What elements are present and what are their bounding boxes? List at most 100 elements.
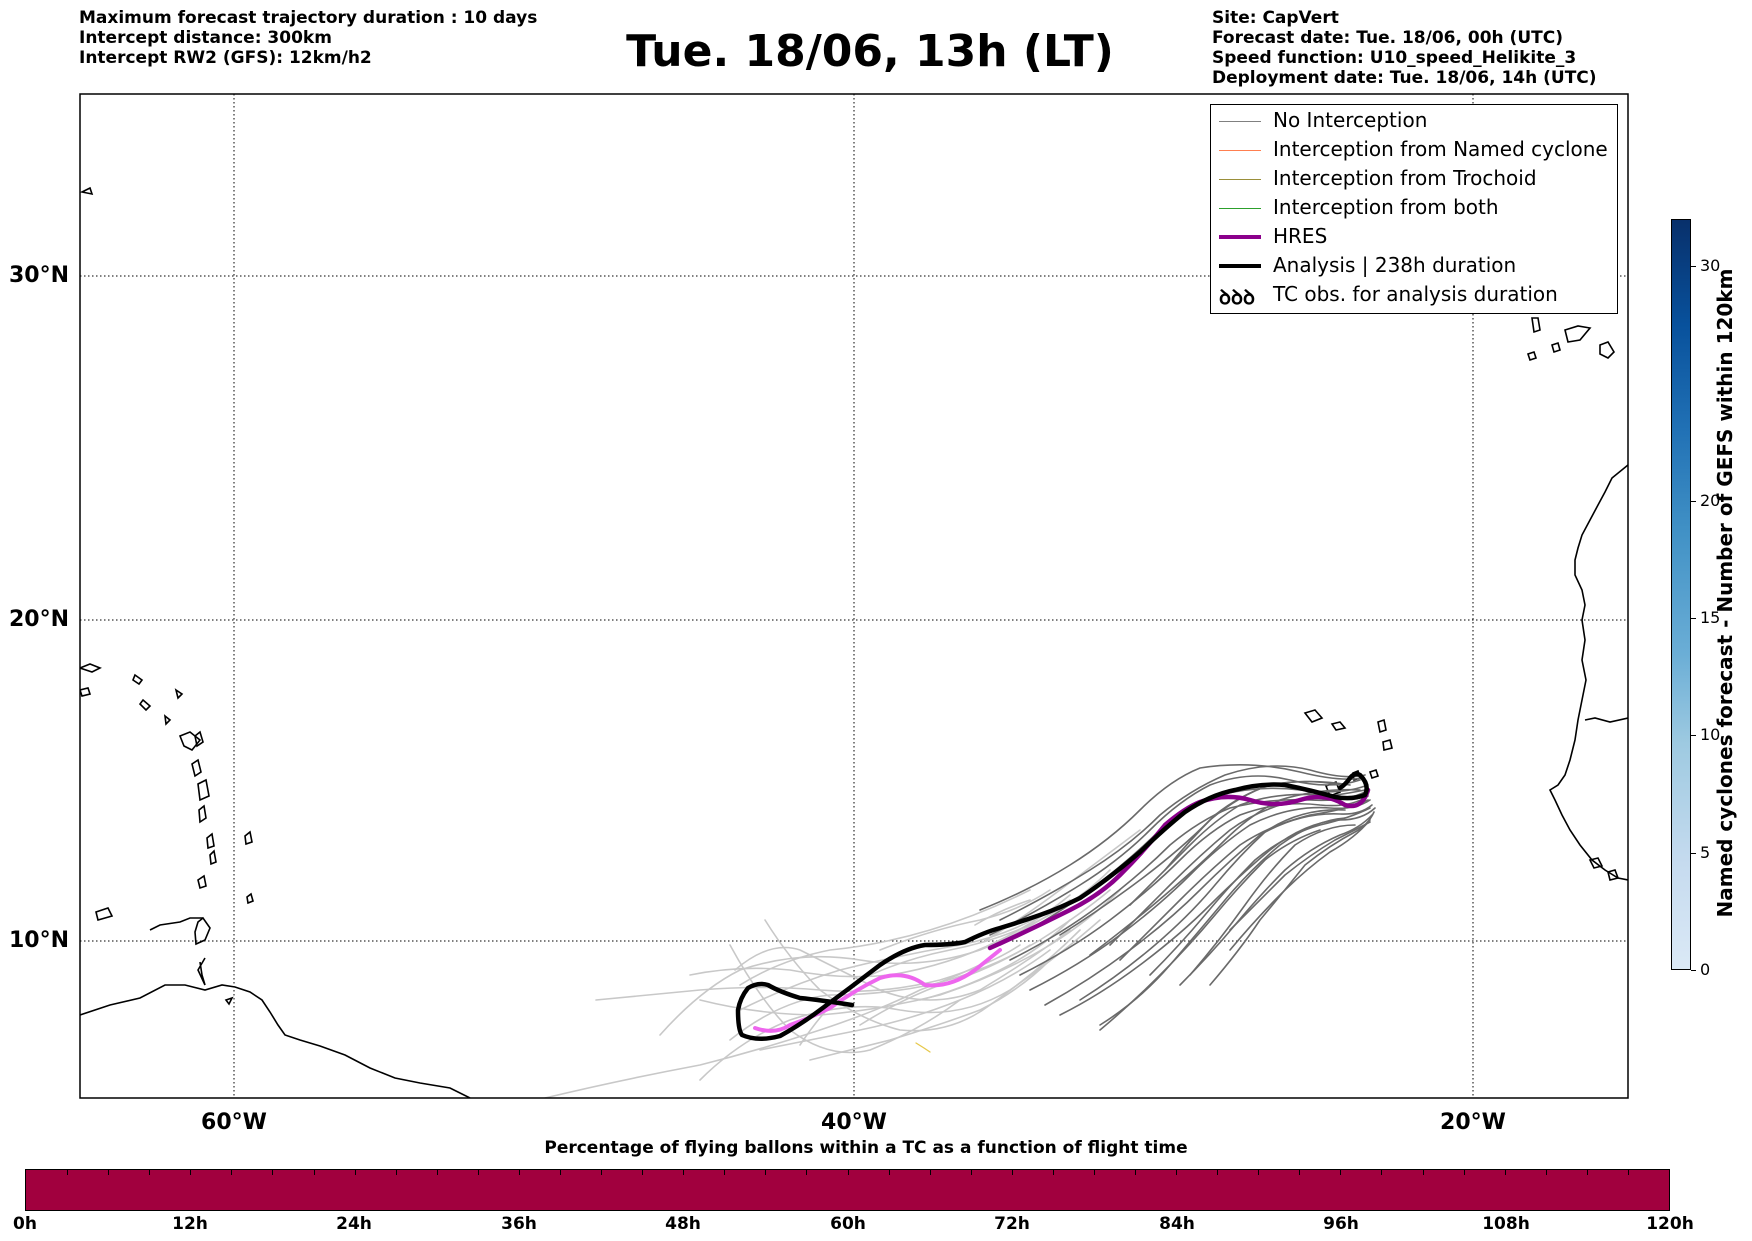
legend-label: Interception from both: [1273, 195, 1499, 219]
traj-dark-3: [1009, 791, 1366, 961]
legend-item-hres: HRES: [1211, 223, 1617, 252]
legend-item-named-cyclone: Interception from Named cyclone: [1211, 136, 1617, 165]
cb-bottom-minor-tick: [806, 1170, 808, 1175]
cb-bottom-minor-tick: [1299, 1170, 1301, 1175]
cb-bottom-minor-tick: [724, 1170, 726, 1175]
forecast-date-text: Forecast date: Tue. 18/06, 00h (UTC): [1212, 28, 1563, 48]
cb-bottom-minor-tick: [970, 1170, 972, 1175]
cb-bottom-minor-tick: [272, 1170, 274, 1175]
traj-dark-9: [1079, 809, 1346, 1001]
cb-bottom-minor-tick: [1463, 1170, 1465, 1175]
lesser-antilles-2: [191, 758, 202, 778]
cb-bottom-minor-tick: [1135, 1170, 1137, 1175]
traj-light-17: [974, 899, 1031, 926]
cb-bottom-tick-label: 0h: [13, 1214, 37, 1234]
cape-verde-6: [1368, 768, 1380, 780]
legend-item-both: Interception from both: [1211, 194, 1617, 223]
dominica-island: [244, 830, 253, 846]
cb-bottom-minor-tick: [1176, 1170, 1178, 1175]
cb-right-tick-label: 20: [1700, 490, 1721, 510]
traj-dark-14: [1149, 807, 1371, 976]
cyclone-colorbar-label: Named cyclones forecast - Number of GEFS…: [1713, 268, 1737, 918]
traj-dark-4: [1019, 795, 1369, 976]
lat-label-30: 30°N: [9, 263, 70, 288]
barbados-island: [246, 892, 254, 905]
cb-bottom-minor-tick: [1504, 1170, 1506, 1175]
west-africa-coast: [1548, 464, 1628, 881]
legend-label: Interception from Trochoid: [1273, 166, 1537, 190]
anguilla-island: [132, 673, 144, 686]
lesser-antilles-7: [197, 874, 207, 890]
traj-dark-20: [1229, 821, 1371, 931]
margarita-island: [95, 907, 114, 921]
cb-bottom-minor-tick: [1093, 1170, 1095, 1175]
coastlines: [80, 186, 1628, 1098]
cb-bottom-tick-label: 48h: [665, 1214, 701, 1234]
cb-right-tick-label: 15: [1700, 607, 1721, 627]
cb-bottom-tick-label: 108h: [1482, 1214, 1530, 1234]
cb-bottom-minor-tick: [1545, 1170, 1547, 1175]
canary-islands-3: [1599, 341, 1616, 359]
cape-verde-3: [1377, 718, 1387, 734]
cb-right-tick-label: 30: [1700, 255, 1721, 275]
cb-right-tick-mark: [1691, 852, 1696, 854]
cb-bottom-minor-tick: [231, 1170, 233, 1175]
traj-yellow: [915, 1042, 931, 1053]
site-text: Site: CapVert: [1212, 8, 1339, 28]
legend-label: TC obs. for analysis duration: [1273, 282, 1558, 306]
legend-label: Interception from Named cyclone: [1273, 137, 1608, 161]
legend-item-analysis: Analysis | 238h duration: [1211, 252, 1617, 281]
legend-label: No Interception: [1273, 108, 1428, 132]
cb-bottom-minor-tick: [929, 1170, 931, 1175]
trajectories: [544, 764, 1376, 1098]
legend-label: Analysis | 238h duration: [1273, 253, 1517, 277]
traj-light-16: [809, 959, 1051, 1061]
south-america-coast: [80, 984, 471, 1098]
traj-dark-10: [999, 765, 1366, 921]
bahamas-fragment: [80, 186, 94, 196]
site-info: Site: CapVert Forecast date: Tue. 18/06,…: [1212, 8, 1597, 88]
lesser-antilles-5: [206, 832, 215, 850]
lon-label-60: 60°W: [201, 1110, 267, 1135]
analysis-trajectory: [735, 771, 1369, 1041]
cb-bottom-minor-tick: [1258, 1170, 1260, 1175]
traj-light-6: [699, 919, 1101, 1081]
cb-bottom-minor-tick: [601, 1170, 603, 1175]
montserrat-island: [163, 714, 172, 726]
legend-line-swatch: [1219, 179, 1261, 180]
cb-bottom-tick-label: 84h: [1159, 1214, 1195, 1234]
lesser-antilles-1: [194, 730, 204, 748]
cb-bottom-minor-tick: [354, 1170, 356, 1175]
bijagos-islands: [1588, 857, 1604, 869]
cb-bottom-minor-tick: [1217, 1170, 1219, 1175]
cb-bottom-minor-tick: [847, 1170, 849, 1175]
tobago-island: [224, 996, 234, 1006]
cape-verde-4: [1382, 739, 1393, 751]
traj-light-13: [739, 889, 1031, 986]
lat-label-20: 20°N: [9, 607, 70, 632]
cb-bottom-minor-tick: [149, 1170, 151, 1175]
cb-bottom-minor-tick: [1381, 1170, 1383, 1175]
max-duration-text: Maximum forecast trajectory duration : 1…: [79, 8, 538, 28]
cb-bottom-minor-tick: [1586, 1170, 1588, 1175]
canary-islands-4: [1526, 350, 1538, 362]
cape-verde-2: [1330, 721, 1347, 731]
traj-dark-11: [979, 764, 1363, 911]
legend-line-swatch: [1219, 208, 1261, 209]
senegal-coast-detail: [1584, 717, 1628, 723]
lat-label-10: 10°N: [9, 928, 70, 953]
cb-bottom-minor-tick: [1422, 1170, 1424, 1175]
cb-bottom-minor-tick: [683, 1170, 685, 1175]
tc-percentage-colorbar: [25, 1169, 1670, 1211]
lesser-antilles-4: [198, 804, 207, 824]
cb-bottom-minor-tick: [395, 1170, 397, 1175]
cb-bottom-tick-label: 96h: [1323, 1214, 1359, 1234]
cb-right-tick-mark: [1691, 265, 1696, 267]
cb-bottom-minor-tick: [1340, 1170, 1342, 1175]
coastline-segment-a: [149, 917, 203, 931]
paria-peninsula: [197, 957, 206, 986]
traj-light-20: [729, 944, 961, 1054]
traj-light-18: [879, 889, 1051, 951]
traj-dark-16: [1209, 811, 1375, 986]
